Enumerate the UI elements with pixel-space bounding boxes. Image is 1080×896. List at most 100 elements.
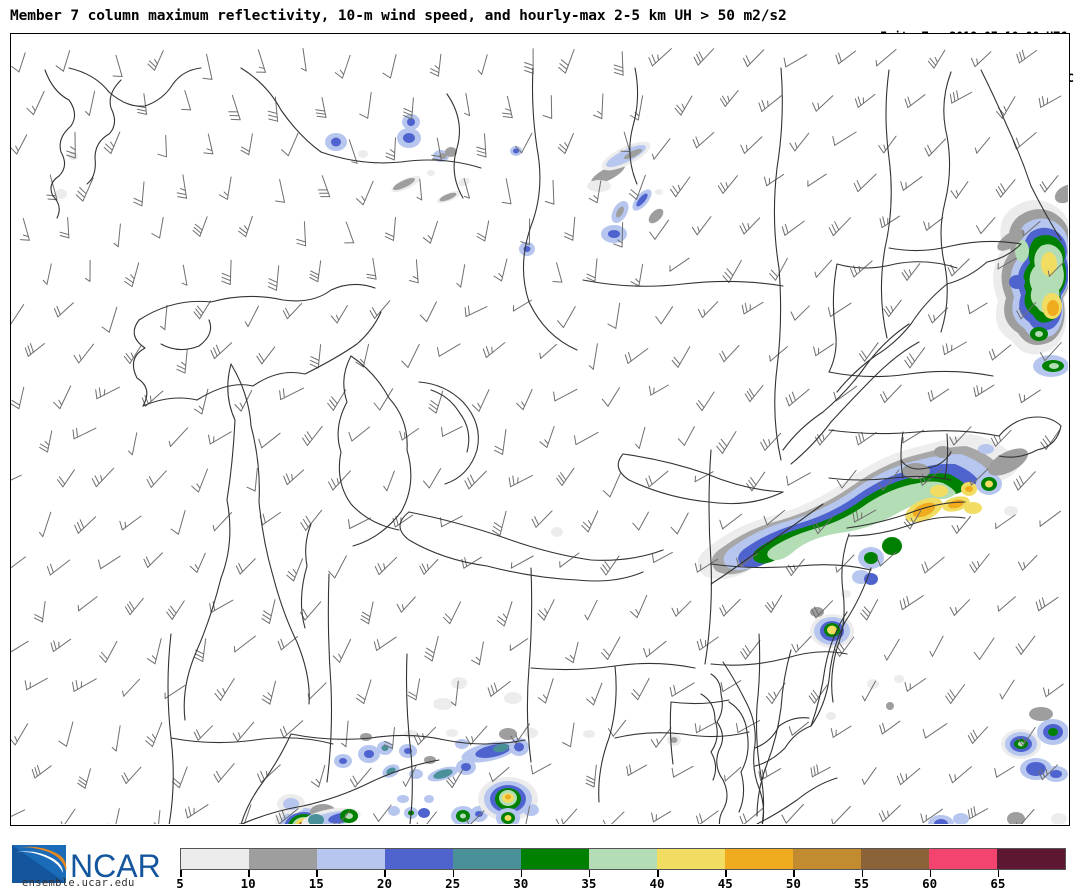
wind-barb-feather xyxy=(565,143,568,148)
colorbar-label-20: 20 xyxy=(377,876,392,891)
wind-barb-feather xyxy=(943,346,945,355)
wind-barb-feather xyxy=(342,743,346,746)
wind-barb-feather xyxy=(386,157,394,160)
wind-barb-feather xyxy=(367,278,376,280)
reflectivity-colorbar[interactable] xyxy=(180,848,1066,870)
wind-barb-feather xyxy=(719,443,725,450)
wind-barb-feather xyxy=(782,815,786,823)
wind-barb-feather xyxy=(390,150,394,153)
wind-barb-feather xyxy=(158,154,167,157)
wind-barb-shaft xyxy=(280,179,285,202)
wind-barb-shaft xyxy=(427,302,437,322)
wind-barb-feather xyxy=(696,137,699,145)
wind-barb-feather xyxy=(1045,436,1050,443)
wind-barb-feather xyxy=(503,117,512,118)
wind-barb-shaft xyxy=(506,179,511,204)
wind-barb-feather xyxy=(811,768,812,777)
wind-barb-shaft xyxy=(79,597,98,611)
wind-barb-feather xyxy=(740,226,744,234)
wind-barb-feather xyxy=(554,392,555,401)
wind-barb-feather xyxy=(144,559,148,567)
wind-barb-shaft xyxy=(977,137,990,153)
wind-barb-feather xyxy=(925,562,928,571)
wind-barb-shaft xyxy=(346,721,348,747)
wind-barb-feather xyxy=(217,690,223,697)
wind-barb-feather xyxy=(370,311,374,319)
wind-barb-feather xyxy=(636,444,640,448)
ncar-url-label[interactable]: ensemble.ucar.edu xyxy=(22,877,135,889)
wind-barb-feather xyxy=(904,599,906,608)
wind-barb-feather xyxy=(468,478,472,486)
wind-barb-feather xyxy=(54,402,60,408)
wind-barb-feather xyxy=(795,143,797,148)
wind-barb-feather xyxy=(192,486,199,492)
wind-barb-feather xyxy=(649,386,651,395)
wind-barb-feather xyxy=(60,236,69,238)
wind-barb-feather xyxy=(1043,439,1048,446)
wind-barb-shaft xyxy=(553,180,554,204)
wind-barb-feather xyxy=(646,479,649,487)
wind-barb-feather xyxy=(420,315,426,322)
wind-barb-feather xyxy=(264,611,272,616)
wind-barb-feather xyxy=(417,197,422,200)
wind-barb-feather xyxy=(883,723,886,732)
wind-barb-feather xyxy=(498,617,505,622)
wind-barb-feather xyxy=(426,652,434,657)
wind-barb-feather xyxy=(692,227,697,235)
wind-barb-feather xyxy=(177,366,185,370)
wind-barb-feather xyxy=(851,269,854,277)
wind-barb-feather xyxy=(383,73,391,78)
wind-barb-feather xyxy=(402,605,403,610)
wind-barb-feather xyxy=(194,732,198,740)
wind-barb-feather xyxy=(190,566,197,572)
wind-barb-feather xyxy=(885,655,887,660)
wind-barb-feather xyxy=(1019,562,1023,570)
wind-barb-shaft xyxy=(248,306,259,327)
wind-barb-feather xyxy=(263,514,265,523)
wind-barb-feather xyxy=(562,819,563,824)
wind-barb-feather xyxy=(468,306,469,315)
wind-barb-shaft xyxy=(522,133,532,152)
wind-barb-feather xyxy=(76,680,78,689)
wind-barb-feather xyxy=(428,236,431,240)
wind-barb-shaft xyxy=(670,258,689,271)
wind-barb-shaft xyxy=(461,265,465,288)
wind-barb-feather xyxy=(126,278,133,283)
wind-barb-feather xyxy=(649,476,652,484)
wind-barb-feather xyxy=(522,402,525,407)
wind-barb-feather xyxy=(495,450,503,454)
wind-barb-feather xyxy=(905,360,910,368)
wind-barb-feather xyxy=(763,440,767,448)
wind-barb-feather xyxy=(197,484,200,488)
wind-barb-feather xyxy=(112,747,116,751)
wind-barb-feather xyxy=(1016,138,1019,147)
wind-barb-shaft xyxy=(335,556,347,578)
wind-barb-feather xyxy=(720,520,723,529)
wind-barb-feather xyxy=(652,154,654,159)
wind-barb-feather xyxy=(832,225,836,233)
wind-barb-shaft xyxy=(482,55,488,75)
wind-barb-feather xyxy=(493,527,501,532)
colorbar-label-30: 30 xyxy=(513,876,528,891)
map-panel[interactable] xyxy=(10,33,1070,826)
wind-barb-feather xyxy=(59,400,62,405)
wind-barb-feather xyxy=(47,195,56,196)
wind-barb-feather xyxy=(224,192,228,196)
wind-barb-shaft xyxy=(864,768,876,785)
wind-barb-feather xyxy=(839,53,842,62)
wind-barb-feather xyxy=(269,283,277,287)
wind-barb-shaft xyxy=(429,469,440,488)
wind-barb-feather xyxy=(540,442,547,448)
wind-barb-shaft xyxy=(616,303,620,328)
wind-barb-feather xyxy=(973,730,977,738)
wind-barb-feather xyxy=(602,399,608,406)
wind-barb-feather xyxy=(333,656,339,662)
wind-barb-feather xyxy=(782,227,785,236)
refl-cluster-ontario xyxy=(325,114,535,256)
wind-barb-feather xyxy=(587,699,594,705)
wind-barb-feather xyxy=(697,816,700,824)
wind-barb-feather xyxy=(698,227,700,232)
wind-barb-feather xyxy=(335,73,342,79)
wind-barb-feather xyxy=(276,201,285,202)
